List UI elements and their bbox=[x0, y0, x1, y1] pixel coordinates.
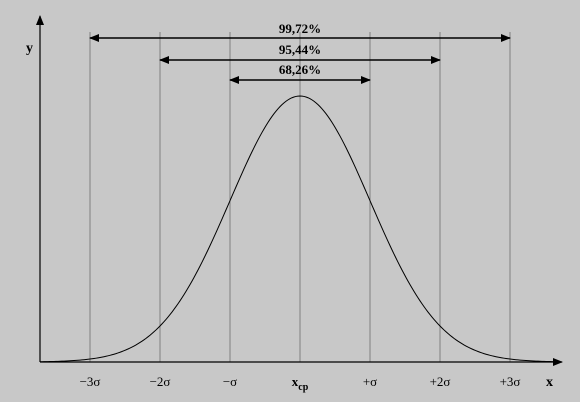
x-axis-label: x bbox=[546, 375, 553, 390]
normal-curve bbox=[39, 95, 561, 363]
tick-label: +σ bbox=[363, 374, 377, 389]
tick-label: +2σ bbox=[430, 374, 451, 389]
tick-label: −σ bbox=[223, 374, 237, 389]
sigma-guide-lines bbox=[89, 32, 511, 362]
x-tick-labels: −3σ −2σ −σ xср +σ +2σ +3σ bbox=[80, 374, 521, 393]
tick-label: xср bbox=[292, 374, 309, 393]
interval-label: 99,72% bbox=[279, 21, 321, 36]
tick-label: −2σ bbox=[150, 374, 171, 389]
tick-label: +3σ bbox=[500, 374, 521, 389]
tick-label: −3σ bbox=[80, 374, 101, 389]
interval-label: 68,26% bbox=[279, 62, 321, 77]
interval-label: 95,44% bbox=[279, 42, 321, 57]
interval-arrows: 99,72% 95,44% 68,26% bbox=[89, 21, 511, 84]
y-axis-label: y bbox=[26, 41, 33, 56]
